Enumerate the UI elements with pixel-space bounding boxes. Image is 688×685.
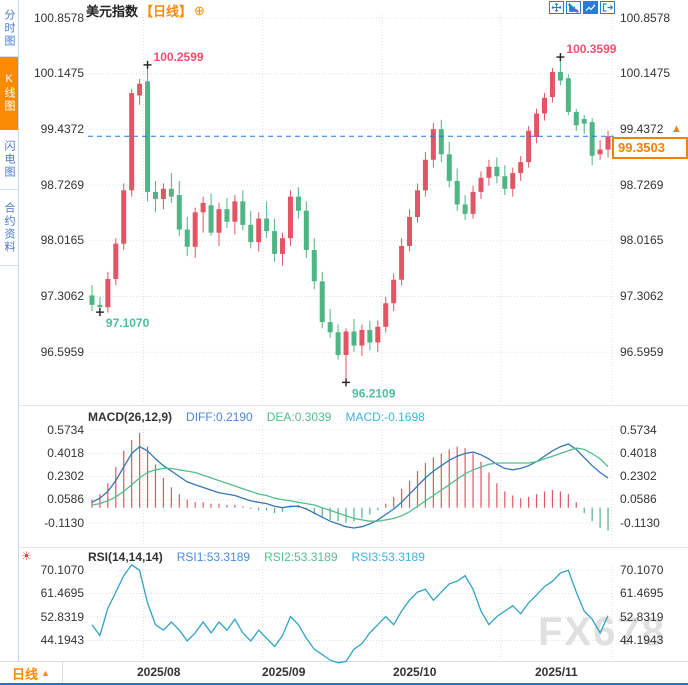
- x-axis-date: 2025/10: [393, 665, 437, 679]
- rsi3-value: RSI3:53.3189: [351, 550, 425, 564]
- exit-icon[interactable]: [600, 1, 615, 14]
- axis-tick: 0.5734: [47, 423, 84, 437]
- macd-dea-value: DEA:0.3039: [266, 410, 332, 424]
- macd-label: MACD(26,12,9): [88, 410, 173, 424]
- axis-tick: 98.7269: [40, 178, 84, 192]
- chart-style-icon[interactable]: [583, 1, 598, 14]
- axis-tick: 98.0165: [620, 233, 664, 247]
- symbol-name: 美元指数: [86, 4, 139, 19]
- zoom-plus-icon[interactable]: ⊕: [194, 2, 205, 18]
- x-axis-date: 2025/09: [262, 665, 306, 679]
- axis-tick: 97.3062: [40, 289, 84, 303]
- macd-value: MACD:-0.1698: [345, 410, 425, 424]
- sidebar-tab-time-chart[interactable]: 分时图: [0, 0, 18, 57]
- current-price-box: 99.3503: [612, 137, 688, 159]
- macd-header: MACD(26,12,9) DIFF:0.2190 DEA:0.3039 MAC…: [88, 410, 425, 424]
- axis-tick: 96.5959: [620, 345, 664, 359]
- axis-tick: 70.1070: [620, 563, 664, 577]
- sidebar-tab-contract-info[interactable]: 合约资料: [0, 190, 18, 266]
- chevron-up-icon: ▲: [41, 668, 50, 678]
- axis-tick: 0.4018: [47, 446, 84, 460]
- x-axis-date: 2025/08: [137, 665, 181, 679]
- axis-tick: 97.3062: [620, 289, 664, 303]
- axis-tick: 0.4018: [620, 446, 657, 460]
- axis-tick: -0.1130: [44, 516, 84, 530]
- axis-tick: 0.0586: [620, 492, 657, 506]
- axis-scale-icon[interactable]: [566, 1, 581, 14]
- axis-tick: 0.2302: [620, 469, 657, 483]
- axis-tick: 98.7269: [620, 178, 664, 192]
- axis-tick: 100.1475: [620, 66, 671, 80]
- bottom-bar: 日线 ▲ 2025/08 2025/09 2025/10 2025/11: [0, 661, 688, 684]
- rsi1-value: RSI1:53.3189: [176, 550, 251, 564]
- axis-tick: 70.1070: [40, 563, 84, 577]
- axis-tick: 0.2302: [47, 469, 84, 483]
- price-up-arrow: ▲: [671, 123, 682, 135]
- axis-tick: 61.4695: [620, 586, 664, 600]
- svg-text:96.2109: 96.2109: [352, 386, 396, 400]
- svg-text:97.1070: 97.1070: [106, 316, 150, 330]
- panel-divider-macd: [19, 405, 688, 406]
- period-tag: 【日线】: [140, 4, 193, 19]
- sidebar-tab-kline-chart[interactable]: K线图: [0, 57, 18, 130]
- chart-title: 美元指数 【日线】 ⊕: [86, 1, 205, 20]
- pan-icon[interactable]: [549, 1, 564, 14]
- x-axis-date: 2025/11: [535, 665, 578, 679]
- axis-tick: 44.1943: [620, 633, 664, 647]
- sidebar: 分时图 K线图 闪电图 合约资料: [0, 0, 19, 661]
- svg-text:100.3599: 100.3599: [566, 42, 616, 56]
- svg-text:100.2599: 100.2599: [154, 50, 204, 64]
- axis-tick: 98.0165: [40, 233, 84, 247]
- rsi-header: RSI(14,14,14) RSI1:53.3189 RSI2:53.3189 …: [88, 550, 425, 564]
- axis-tick: -0.1130: [620, 516, 660, 530]
- bottom-accent-line: [0, 683, 688, 685]
- rsi-label: RSI(14,14,14): [88, 550, 163, 564]
- axis-tick: 99.4372: [40, 122, 84, 136]
- period-selector[interactable]: 日线 ▲: [0, 662, 63, 684]
- axis-tick: 0.0586: [47, 492, 84, 506]
- axis-tick: 61.4695: [40, 586, 84, 600]
- axis-tick: 100.8578: [620, 11, 671, 25]
- axis-tick: 96.5959: [40, 345, 84, 359]
- axis-tick: 100.8578: [33, 11, 84, 25]
- rsi2-value: RSI2:53.3189: [264, 550, 338, 564]
- axis-tick: 0.5734: [620, 423, 657, 437]
- macd-diff-value: DIFF:0.2190: [186, 410, 253, 424]
- sidebar-tab-lightning-chart[interactable]: 闪电图: [0, 130, 18, 190]
- rsi-hot-icon[interactable]: ☀: [21, 549, 32, 563]
- axis-tick: 52.8319: [40, 610, 84, 624]
- axis-tick: 52.8319: [620, 610, 664, 624]
- chart-toolbar: [549, 1, 615, 14]
- axis-tick: 100.1475: [33, 66, 84, 80]
- period-label: 日线: [12, 666, 39, 682]
- panel-divider-rsi: [19, 547, 688, 548]
- axis-tick: 44.1943: [40, 633, 84, 647]
- axis-tick: 99.4372: [620, 122, 664, 136]
